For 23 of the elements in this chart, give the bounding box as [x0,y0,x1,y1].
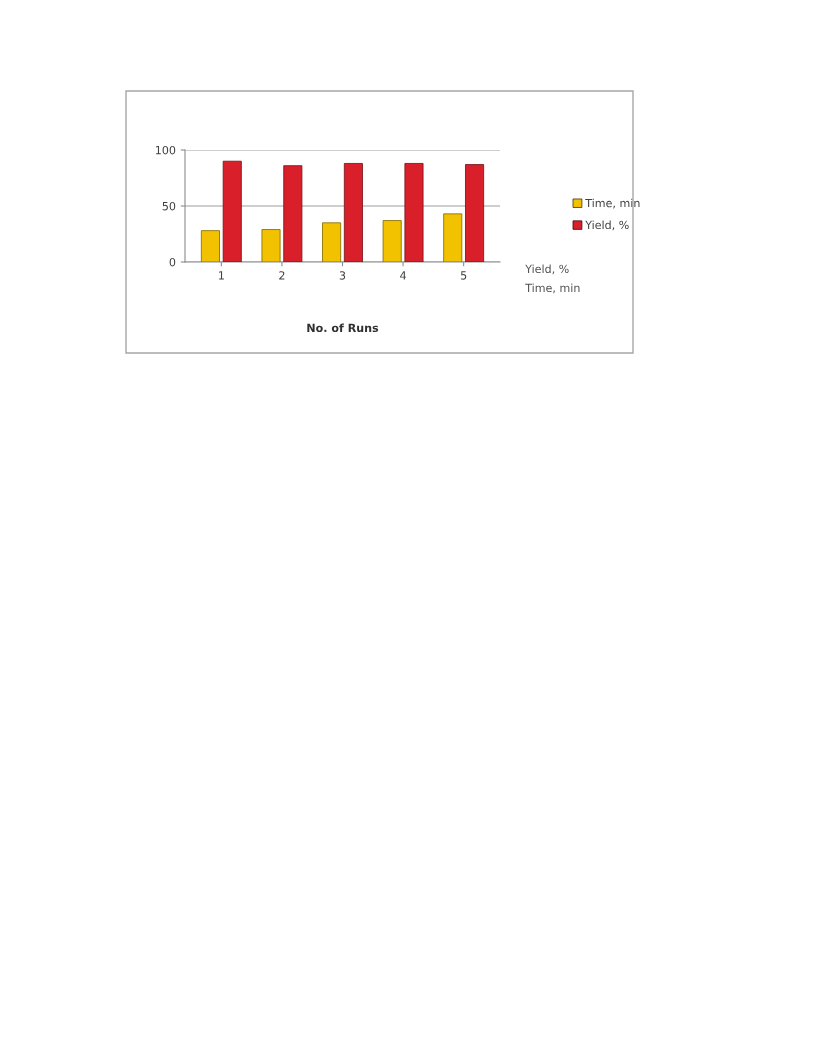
x-tick-label: 5 [460,271,467,280]
text: Yield, % [525,264,569,275]
bar [343,163,363,262]
text: Time, min [525,283,580,294]
bar [261,229,281,262]
x-tick-label: 3 [339,271,346,280]
bar [465,164,485,262]
bar [200,230,220,262]
legend-label: Time, min [585,198,640,209]
x-tick-label: 2 [279,271,285,280]
x-tick-label: 4 [400,271,406,280]
bar [404,163,424,262]
y-tick-label: 0 [169,257,176,267]
bar [443,213,463,262]
x-tick-label: 1 [219,271,224,280]
legend-label: Yield, % [585,220,629,231]
bar [322,222,342,262]
x-axis-title: No. of Runs [307,323,379,333]
bar [222,160,242,262]
y-tick-label: 100 [155,145,176,155]
y-tick-label: 50 [162,201,176,211]
bar [382,220,402,262]
bar [283,165,303,262]
